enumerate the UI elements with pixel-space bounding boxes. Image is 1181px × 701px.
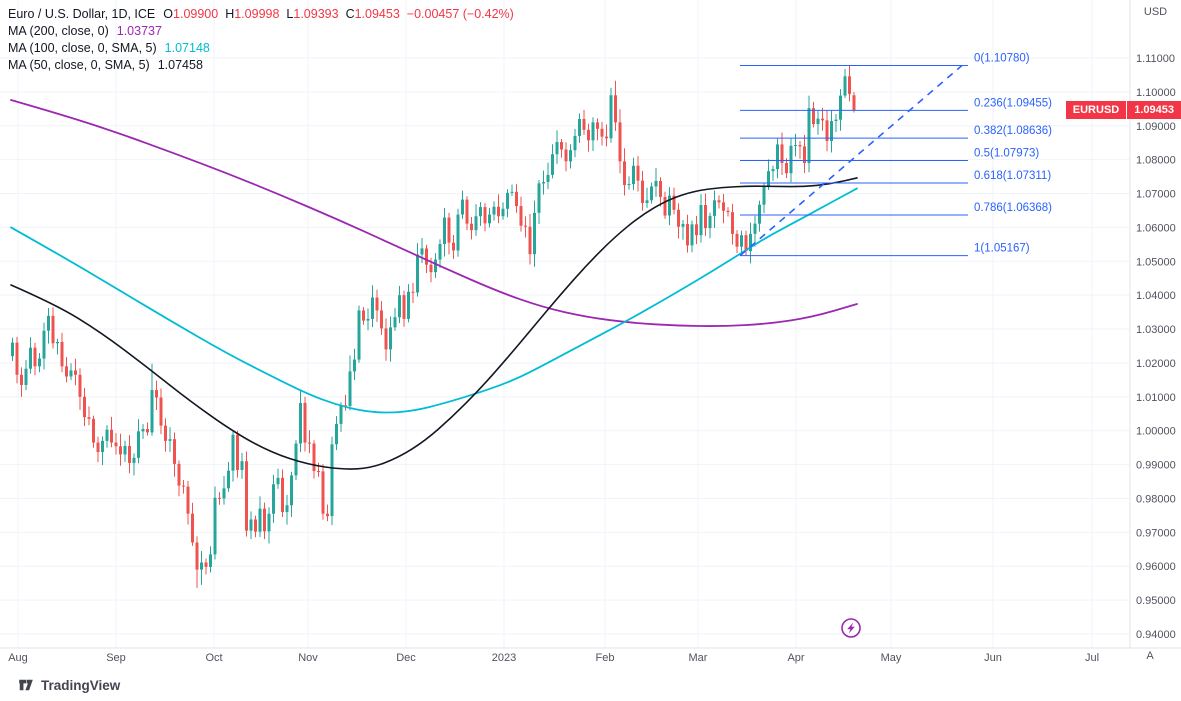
time-axis[interactable]: Aug Sep Oct Nov Dec 2023 Feb Mar Apr May Jun Jul: [8, 652, 1099, 664]
svg-text:0.95000: 0.95000: [1136, 595, 1176, 607]
trendline[interactable]: [739, 64, 963, 257]
svg-text:Apr: Apr: [787, 652, 804, 664]
ohlc-high: H1.09998: [225, 6, 280, 21]
svg-text:Mar: Mar: [689, 652, 708, 664]
svg-text:Jul: Jul: [1085, 652, 1099, 664]
svg-text:Dec: Dec: [396, 652, 416, 664]
indicator-value: 1.03737: [116, 23, 162, 38]
tradingview-logo-icon: [19, 679, 33, 691]
symbol-title: Euro / U.S. Dollar, 1D, ICE: [8, 6, 156, 21]
svg-text:0.786(1.06368): 0.786(1.06368): [974, 202, 1052, 214]
ohlc-open: O1.09900: [163, 6, 219, 21]
svg-text:1.06000: 1.06000: [1136, 222, 1176, 234]
svg-text:1.09000: 1.09000: [1136, 121, 1176, 133]
grid-lines: [0, 0, 1130, 648]
candles-layer: [11, 65, 856, 588]
svg-text:Aug: Aug: [8, 652, 28, 664]
svg-text:Oct: Oct: [205, 652, 222, 664]
indicator-label: MA (100, close, 0, SMA, 5): [8, 40, 157, 55]
axis-currency-label: USD: [1143, 6, 1168, 18]
price-tag-value: 1.09453: [1127, 101, 1181, 119]
ohlc-close: C1.09453: [345, 6, 400, 21]
svg-text:2023: 2023: [492, 652, 516, 664]
moving-averages-layer: [10, 99, 858, 470]
chart-legend: Euro / U.S. Dollar, 1D, ICE O1.09900 H1.…: [8, 5, 514, 73]
svg-text:1.01000: 1.01000: [1136, 392, 1176, 404]
svg-text:1.07000: 1.07000: [1136, 189, 1176, 201]
ohlc-low: L1.09393: [286, 6, 339, 21]
svg-text:0(1.10780): 0(1.10780): [974, 52, 1030, 64]
svg-text:1.00000: 1.00000: [1136, 426, 1176, 438]
svg-text:Nov: Nov: [298, 652, 318, 664]
auto-scale-button[interactable]: A: [1146, 650, 1154, 662]
symbol-legend[interactable]: Euro / U.S. Dollar, 1D, ICE O1.09900 H1.…: [8, 5, 514, 22]
price-axis[interactable]: 1.11000 1.10000 1.09000 1.08000 1.07000 1.060…: [1136, 53, 1176, 641]
indicator-legend-ma200[interactable]: MA (200, close, 0) 1.03737: [8, 22, 514, 39]
svg-text:1.10000: 1.10000: [1136, 87, 1176, 99]
svg-text:0.99000: 0.99000: [1136, 460, 1176, 472]
watermark-text: TradingView: [41, 677, 121, 693]
svg-text:1.03000: 1.03000: [1136, 324, 1176, 336]
svg-text:0.97000: 0.97000: [1136, 527, 1176, 539]
svg-text:0.94000: 0.94000: [1136, 629, 1176, 641]
svg-text:1.02000: 1.02000: [1136, 358, 1176, 370]
tradingview-watermark[interactable]: TradingView: [18, 677, 120, 693]
svg-text:Jun: Jun: [984, 652, 1002, 664]
svg-text:0.382(1.08636): 0.382(1.08636): [974, 125, 1052, 137]
svg-text:1.11000: 1.11000: [1136, 53, 1175, 65]
svg-text:0.618(1.07311): 0.618(1.07311): [974, 170, 1051, 182]
indicator-legend-ma50[interactable]: MA (50, close, 0, SMA, 5) 1.07458: [8, 56, 514, 73]
svg-text:1.08000: 1.08000: [1136, 155, 1176, 167]
svg-text:Sep: Sep: [106, 652, 126, 664]
svg-text:Feb: Feb: [596, 652, 615, 664]
svg-text:1.04000: 1.04000: [1136, 290, 1176, 302]
price-tag-symbol: EURUSD: [1065, 101, 1127, 119]
svg-text:May: May: [881, 652, 902, 664]
indicator-value: 1.07458: [157, 57, 203, 72]
indicator-value: 1.07148: [164, 40, 210, 55]
indicator-label: MA (50, close, 0, SMA, 5): [8, 57, 150, 72]
change-value: −0.00457 (−0.42%): [406, 6, 514, 21]
svg-text:0.98000: 0.98000: [1136, 493, 1176, 505]
indicator-label: MA (200, close, 0): [8, 23, 109, 38]
svg-text:0.5(1.07973): 0.5(1.07973): [974, 148, 1039, 160]
svg-text:0.96000: 0.96000: [1136, 561, 1176, 573]
fib-retracement[interactable]: 0(1.10780) 0.236(1.09455) 0.382(1.08636) 0.…: [740, 52, 1052, 257]
svg-text:1.05000: 1.05000: [1136, 256, 1176, 268]
lightning-marker-icon[interactable]: [841, 618, 861, 638]
svg-text:1(1.05167): 1(1.05167): [974, 243, 1030, 255]
indicator-legend-ma100[interactable]: MA (100, close, 0, SMA, 5) 1.07148: [8, 39, 514, 56]
svg-text:0.236(1.09455): 0.236(1.09455): [974, 97, 1052, 109]
last-price-label: EURUSD 1.09453: [1065, 101, 1181, 119]
